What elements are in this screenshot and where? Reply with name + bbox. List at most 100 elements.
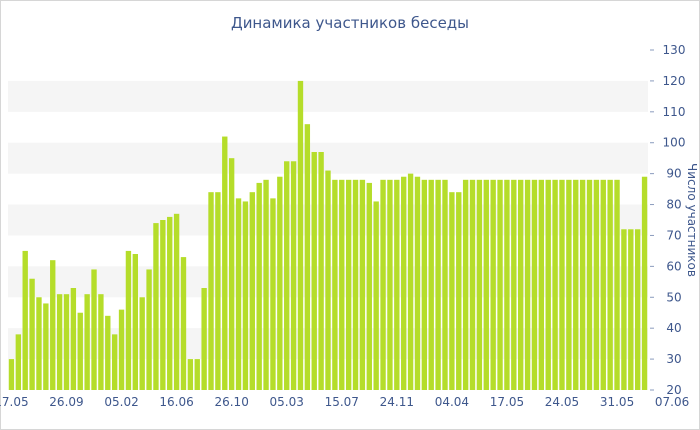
bar (641, 176, 648, 390)
bar (332, 179, 338, 390)
bar (531, 179, 538, 390)
y-tick-label: 120 (663, 74, 686, 88)
y-tick-label: 70 (666, 228, 681, 242)
bar (621, 229, 627, 390)
x-tick-label: 17.05 (490, 395, 524, 409)
bar (125, 250, 132, 390)
bar (256, 182, 262, 390)
bar (249, 192, 255, 390)
bar (222, 136, 228, 390)
bar (552, 179, 558, 390)
bar (50, 260, 56, 390)
grid-band (8, 142, 648, 174)
bar (442, 179, 448, 390)
bar (559, 179, 565, 390)
bar (153, 223, 159, 390)
bar (586, 179, 593, 390)
bar (614, 179, 620, 390)
bar (634, 229, 641, 390)
bar (579, 179, 586, 390)
bar (600, 179, 606, 390)
y-tick-label: 20 (666, 383, 681, 397)
x-tick-label: 26.09 (49, 395, 83, 409)
bar (160, 220, 166, 390)
bar (607, 179, 613, 390)
y-tick-label: 130 (663, 43, 686, 57)
bar (8, 359, 15, 390)
bar (435, 179, 441, 390)
bar (387, 179, 393, 390)
bar (352, 179, 359, 390)
bar (208, 192, 214, 390)
bar (345, 179, 352, 390)
bar (524, 179, 531, 390)
bar (297, 80, 304, 390)
bar (469, 179, 476, 390)
bar (449, 192, 455, 390)
bar (36, 297, 42, 390)
bar (235, 198, 242, 390)
bar (359, 179, 366, 390)
bar (91, 269, 97, 390)
bar (22, 250, 28, 390)
bar (139, 297, 145, 390)
bar (146, 269, 152, 390)
x-tick-label: 15.07 (325, 395, 359, 409)
bar (173, 213, 180, 390)
bar (339, 179, 345, 390)
bar (366, 182, 372, 390)
bar (277, 176, 283, 390)
bar (373, 201, 379, 390)
y-tick-label: 90 (666, 167, 681, 181)
bar (414, 176, 421, 390)
y-tick-label: 100 (663, 136, 686, 150)
grid-band (8, 80, 648, 112)
bar (63, 294, 70, 390)
bar (538, 179, 545, 390)
y-tick-label: 40 (666, 321, 681, 335)
bar (573, 179, 579, 390)
bar (180, 257, 187, 390)
bar (628, 229, 634, 390)
bars-group (8, 80, 648, 391)
y-axis-ticks: 20 30 40 50 60 70 80 90 100 110 120 130 (650, 43, 685, 397)
y-axis-label: Число участников (685, 163, 699, 277)
bar (394, 179, 400, 390)
y-tick-label: 110 (663, 105, 686, 119)
bar (263, 179, 269, 390)
bar (56, 294, 63, 390)
bar (43, 303, 49, 390)
bar (15, 334, 22, 390)
bar (111, 334, 118, 390)
bar (132, 254, 138, 390)
bar (407, 173, 414, 390)
bar (270, 198, 276, 390)
y-tick-label: 50 (666, 290, 681, 304)
bar (483, 179, 489, 390)
bar (242, 201, 249, 390)
bar (29, 278, 35, 390)
y-tick-label: 30 (666, 352, 681, 366)
bar (428, 179, 434, 390)
bar (511, 179, 517, 390)
x-tick-label: 05.03 (270, 395, 304, 409)
x-axis-ticks: 17.05 26.09 05.02 16.06 26.10 05.03 15.07 24.11… (0, 395, 689, 409)
bar (325, 170, 331, 390)
bar (318, 152, 324, 390)
bar (497, 179, 503, 390)
bar (593, 179, 600, 390)
x-tick-label: 26.10 (214, 395, 248, 409)
x-tick-label: 16.06 (159, 395, 193, 409)
x-tick-label: 04.04 (435, 395, 469, 409)
bar (118, 309, 125, 390)
bar (98, 294, 104, 390)
bar (462, 179, 469, 390)
bar (518, 179, 524, 390)
bar (545, 179, 551, 390)
bar (194, 359, 200, 390)
y-tick-label: 60 (666, 259, 681, 273)
chart-title: Динамика участников беседы (231, 14, 469, 32)
bar (105, 315, 111, 390)
bar (490, 179, 496, 390)
x-tick-label: 07.06 (655, 395, 689, 409)
